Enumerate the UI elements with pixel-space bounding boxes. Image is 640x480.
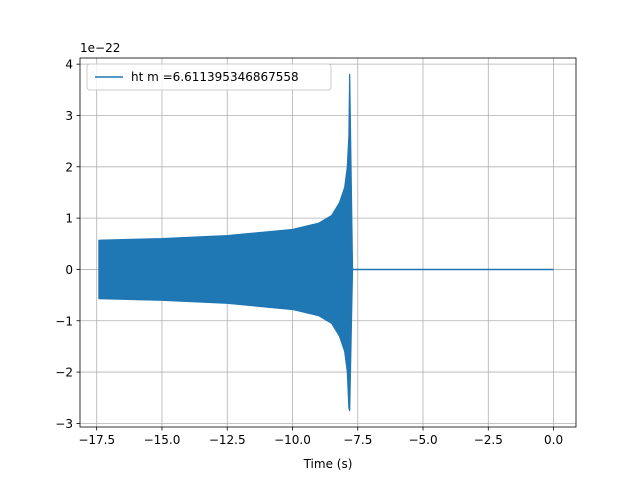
y-tick-label: 0 [65,263,73,277]
x-ticks: −17.5 −15.0 −12.5 −10.0 −7.5 −5.0 −2.5 0.0 [78,427,563,447]
x-tick-label: −17.5 [78,433,115,447]
y-tick-label: 4 [65,58,73,72]
x-axis-label: Time (s) [303,457,353,471]
y-tick-label: −2 [55,366,73,380]
x-tick-label: 0.0 [544,433,563,447]
series-area [98,73,554,412]
legend-box [86,63,332,91]
y-offset-text: 1e−22 [80,41,120,55]
legend: ht m =6.611395346867558 [86,63,332,91]
axes-frame [79,57,577,428]
legend-label: ht m =6.611395346867558 [131,70,299,84]
series-oscillation-band [98,73,354,412]
y-tick-label: 3 [65,109,73,123]
x-tick-label: −15.0 [144,433,181,447]
y-tick-label: −3 [55,417,73,431]
x-tick-label: −7.5 [343,433,372,447]
y-tick-label: 1 [65,212,73,226]
y-tick-label: −1 [55,314,73,328]
y-tick-label: 2 [65,160,73,174]
x-tick-label: −5.0 [408,433,437,447]
axes [79,57,577,428]
x-tick-label: −12.5 [209,433,246,447]
x-tick-label: −10.0 [274,433,311,447]
x-tick-label: −2.5 [474,433,503,447]
y-ticks: −3 −2 −1 0 1 2 3 4 [55,58,80,431]
